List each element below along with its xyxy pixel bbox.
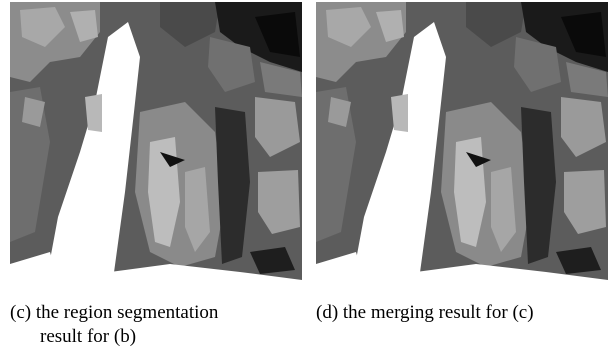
figure: (c) the region segmentation result for (… [0, 0, 609, 352]
caption: (c) the region segmentation [10, 302, 219, 323]
caption: result for (b) [40, 326, 136, 347]
segmentation-image [10, 2, 302, 287]
caption: (d) the merging result for (c) [316, 302, 534, 323]
merged-image [316, 2, 608, 287]
